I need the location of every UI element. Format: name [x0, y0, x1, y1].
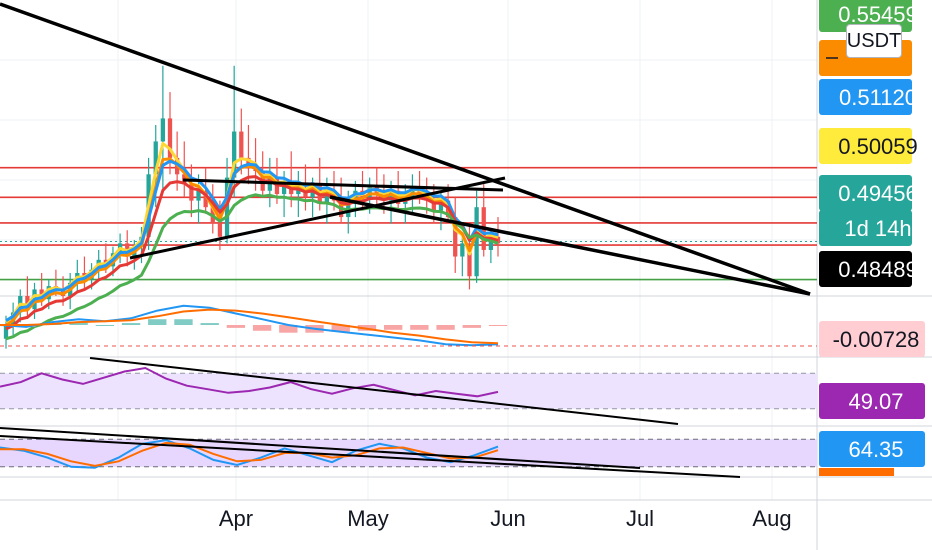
macd-histogram-bar: [200, 323, 219, 325]
candle-body: [281, 184, 287, 195]
price-label-text: 1d 14h: [844, 216, 911, 241]
macd-histogram-bar: [174, 319, 193, 325]
candle-body: [167, 118, 173, 158]
indicator-label-text: 64.35: [848, 437, 903, 462]
rsi-band-fill: [0, 373, 817, 409]
candle-body: [431, 200, 436, 211]
price-scale-label: 0.51120: [819, 79, 917, 115]
moving-average-line: [5, 175, 499, 331]
time-axis-label: Jul: [626, 506, 654, 531]
macd-histogram-bar: [252, 325, 272, 331]
rsi-trendline: [89, 357, 679, 425]
candle-body: [460, 243, 465, 257]
price-scale-label: 0.49456: [819, 175, 918, 211]
currency-label: USDT: [846, 29, 902, 52]
candle-body: [153, 141, 158, 175]
stoch-signal-marker: [819, 468, 894, 476]
candle-body: [224, 177, 230, 237]
candle-body: [324, 190, 330, 204]
macd-histogram-bar: [331, 325, 350, 332]
candle-body: [438, 200, 444, 211]
price-label-text: 0.49456: [838, 181, 918, 206]
stoch-d-line: [0, 441, 499, 467]
price-scale-label: 0.48489: [819, 251, 918, 287]
indicator-scale-label: 64.35: [819, 431, 925, 467]
time-axis-label: Aug: [752, 506, 791, 531]
indicator-label-bg: [819, 321, 925, 357]
indicator-label-text: -0.00728: [833, 327, 920, 352]
macd-histogram-bar: [279, 325, 298, 333]
stoch-trendline-upper: [0, 435, 741, 478]
price-label-bg: [819, 175, 912, 211]
price-label-text: 0.51120: [839, 85, 917, 110]
candle-body: [474, 207, 479, 277]
macd-line: [0, 304, 499, 347]
indicator-label-text: 49.07: [848, 389, 903, 414]
candle-body: [189, 184, 194, 201]
price-label-bg: [819, 210, 912, 246]
rising-trendline: [129, 176, 506, 260]
time-axis-label: Apr: [219, 506, 253, 531]
moving-average-line: [5, 159, 499, 322]
descending-resistance-trendline: [0, 2, 811, 296]
price-scale-label: 0.50059: [819, 128, 918, 164]
candle-body: [239, 131, 244, 158]
macd-histogram-bar: [148, 319, 167, 325]
macd-histogram-bar: [95, 325, 115, 326]
price-scale-label: 0.55459: [819, 0, 918, 32]
descending-support-trendline: [329, 195, 811, 296]
price-label-text: 0.48489: [838, 257, 918, 282]
time-axis-label: Jun: [490, 506, 525, 531]
macd-histogram-bar: [383, 325, 403, 330]
price-scale-label: 1d 14h: [819, 210, 912, 246]
price-label-bg: [819, 128, 912, 164]
candle-body: [196, 190, 201, 201]
stoch-trendline-lower: [0, 427, 641, 469]
indicator-label-bg: [819, 383, 925, 419]
indicator-scale-label: 49.07: [819, 383, 925, 419]
candle-body: [296, 187, 301, 195]
price-label-text: 0.50059: [838, 134, 918, 159]
candle-body: [467, 243, 472, 277]
candle-body: [488, 236, 494, 250]
macd-histogram-bar: [462, 325, 481, 328]
macd-histogram-bar: [436, 325, 455, 330]
moving-average-line: [5, 193, 499, 341]
macd-histogram-bar: [121, 323, 141, 325]
candle-body: [160, 118, 166, 142]
macd-histogram-bar: [488, 325, 508, 326]
macd-histogram-bar: [226, 325, 246, 328]
price-label-bg: [819, 79, 912, 115]
indicator-label-bg: [819, 431, 925, 467]
price-label-bg: [819, 251, 912, 287]
price-label-text: 0.55459: [838, 2, 918, 27]
candle-body: [367, 187, 372, 198]
candle-body: [232, 131, 237, 178]
short-trendline: [182, 178, 504, 192]
price-label-bg: [819, 0, 912, 32]
macd-histogram-bar: [410, 325, 429, 330]
candle-body: [3, 325, 9, 339]
moving-average-line: [5, 157, 499, 327]
macd-histogram-bar: [69, 322, 88, 325]
candle-body: [453, 217, 458, 257]
indicator-scale-label: -0.00728: [819, 321, 925, 357]
macd-signal-line: [0, 308, 499, 345]
time-axis-label: May: [347, 506, 389, 531]
candle-body: [217, 223, 223, 237]
candle-body: [353, 190, 358, 204]
candle-body: [203, 190, 208, 208]
symbol-currency-badge[interactable]: USDT: [846, 24, 902, 58]
